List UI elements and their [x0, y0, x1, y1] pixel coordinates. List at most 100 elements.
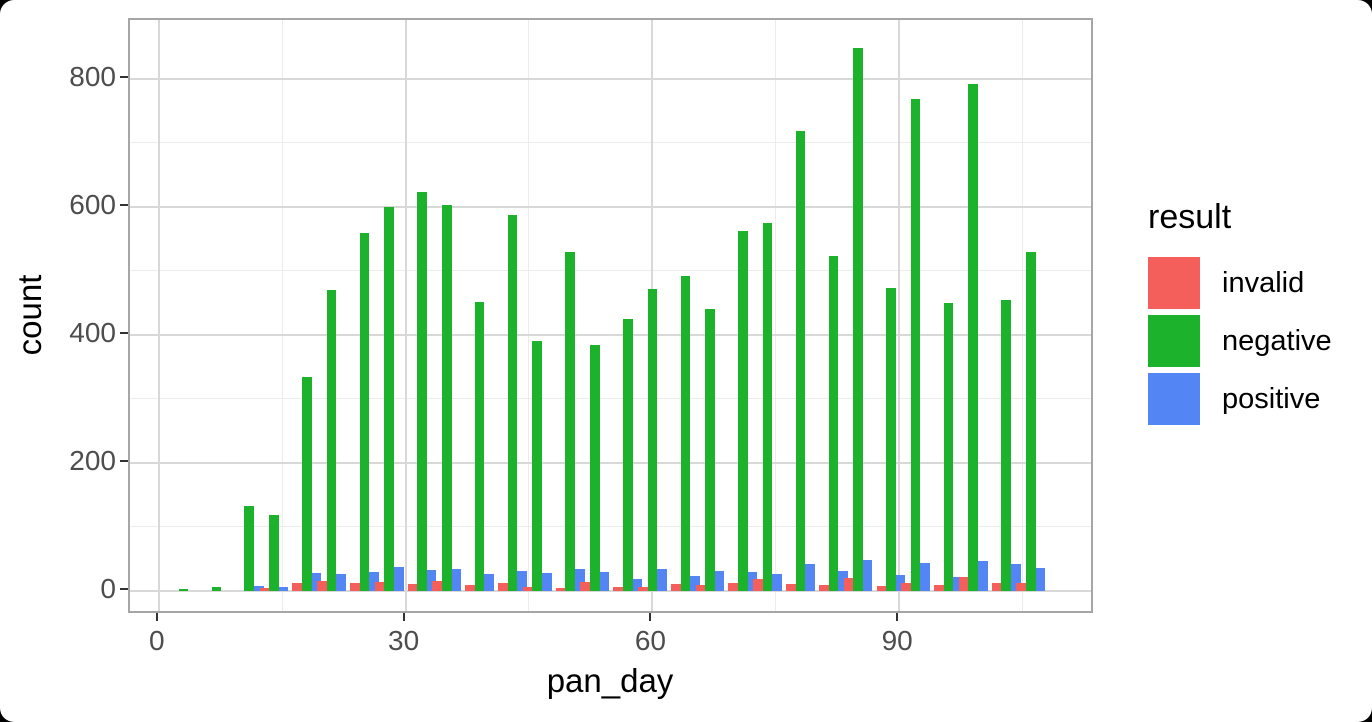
bar-negative-day-39 [474, 301, 485, 591]
bar-invalid-day-96 [934, 584, 944, 591]
bar-negative-day-106 [1026, 251, 1036, 591]
bar-invalid-day-53 [580, 582, 590, 591]
bar-invalid-day-39 [465, 585, 475, 591]
bar-negative-day-89 [886, 288, 896, 591]
bar-positive-day-57 [632, 579, 643, 591]
legend-swatch-invalid [1148, 257, 1200, 309]
gridline-minor [130, 526, 1091, 528]
bar-positive-day-25 [369, 572, 379, 591]
bar-invalid-day-35 [432, 581, 442, 591]
bar-invalid-day-99 [958, 576, 969, 591]
gridline-major [130, 589, 1091, 592]
bar-negative-day-14 [269, 515, 279, 591]
bar-positive-day-103 [1010, 564, 1021, 591]
bar-positive-day-21 [336, 574, 346, 591]
bar-negative-day-25 [359, 232, 370, 591]
bar-invalid-day-32 [407, 583, 418, 591]
bar-invalid-day-18 [292, 582, 303, 591]
legend-item-positive: positive [1148, 373, 1332, 425]
bar-positive-day-39 [484, 574, 495, 591]
bar-invalid-day-103 [991, 583, 1002, 591]
legend-swatch-positive [1148, 373, 1200, 425]
bar-negative-day-53 [590, 344, 600, 591]
x-tick-label: 0 [148, 625, 165, 656]
gridline-major [404, 20, 407, 611]
gridline-minor [775, 20, 777, 611]
bar-positive-day-89 [895, 574, 906, 591]
bar-negative-day-74 [762, 222, 773, 591]
bar-negative-day-46 [532, 341, 543, 591]
bar-positive-day-60 [657, 568, 667, 591]
bar-negative-day-43 [507, 214, 518, 591]
bar-positive-day-43 [517, 570, 527, 591]
bar-positive-day-64 [690, 575, 700, 591]
bar-negative-day-71 [738, 231, 748, 591]
bar-positive-day-71 [747, 572, 758, 591]
legend-label-negative: negative [1222, 324, 1332, 357]
bar-positive-day-106 [1035, 567, 1046, 591]
bar-positive-day-78 [805, 564, 815, 591]
bar-positive-day-32 [426, 569, 437, 591]
gridline-major [898, 20, 901, 611]
x-tick-mark [896, 613, 899, 621]
bar-positive-day-74 [772, 573, 782, 591]
x-axis-title: pan_day [546, 662, 674, 699]
bar-invalid-day-46 [522, 586, 533, 591]
gridline-minor [130, 142, 1091, 144]
bar-invalid-day-28 [374, 582, 385, 591]
y-tick-mark [120, 75, 128, 78]
bar-positive-day-67 [714, 570, 725, 591]
bar-positive-day-35 [451, 568, 462, 591]
x-tick-mark [402, 613, 405, 621]
gridline-major [130, 77, 1091, 80]
bar-negative-day-64 [680, 276, 691, 591]
y-tick-label: 200 [69, 444, 116, 476]
bar-invalid-day-25 [350, 583, 360, 591]
legend-title: result [1148, 198, 1232, 236]
bar-positive-day-99 [978, 560, 988, 591]
bar-negative-day-35 [441, 204, 452, 591]
bar-invalid-day-50 [555, 587, 566, 591]
bar-positive-day-96 [953, 576, 963, 591]
bar-negative-day-18 [302, 376, 312, 591]
bar-positive-day-14 [278, 587, 289, 591]
x-tick-label: 90 [881, 625, 913, 656]
gridline-major [130, 461, 1091, 464]
y-tick-mark [120, 331, 128, 334]
gridline-major [157, 20, 160, 611]
bar-negative-day-82 [828, 256, 839, 591]
bar-negative-day-57 [622, 318, 633, 591]
y-tick-label: 0 [100, 572, 116, 604]
bar-positive-day-92 [920, 562, 931, 591]
bar-invalid-day-14 [259, 588, 270, 591]
gridline-minor [528, 20, 530, 611]
bar-negative-day-92 [910, 98, 921, 591]
bar-negative-day-60 [647, 288, 658, 591]
bar-negative-day-7 [211, 587, 222, 591]
bar-invalid-day-57 [613, 586, 623, 591]
y-tick-label: 400 [69, 316, 116, 348]
bar-invalid-day-21 [317, 581, 327, 591]
bar-negative-day-85 [853, 48, 863, 591]
bar-invalid-day-60 [637, 587, 648, 591]
bar-negative-day-11 [244, 505, 255, 591]
plot-panel [128, 18, 1093, 613]
y-tick-label: 600 [69, 188, 116, 220]
gridline-major [130, 205, 1091, 208]
legend: result invalid negative positive [1148, 198, 1332, 431]
y-tick-label: 800 [69, 60, 116, 92]
bar-invalid-day-106 [1016, 582, 1027, 591]
x-tick-label: 60 [634, 625, 666, 656]
gridline-minor [130, 398, 1091, 400]
gridline-minor [281, 20, 283, 611]
legend-swatch-negative [1148, 315, 1200, 367]
bar-negative-day-99 [968, 84, 979, 591]
legend-label-invalid: invalid [1222, 266, 1305, 299]
bar-positive-day-18 [311, 573, 322, 591]
bar-invalid-day-85 [843, 578, 854, 591]
bar-positive-day-85 [862, 559, 873, 591]
x-tick-label: 30 [388, 625, 420, 656]
bar-invalid-day-74 [753, 579, 763, 591]
bar-positive-day-53 [599, 571, 610, 591]
